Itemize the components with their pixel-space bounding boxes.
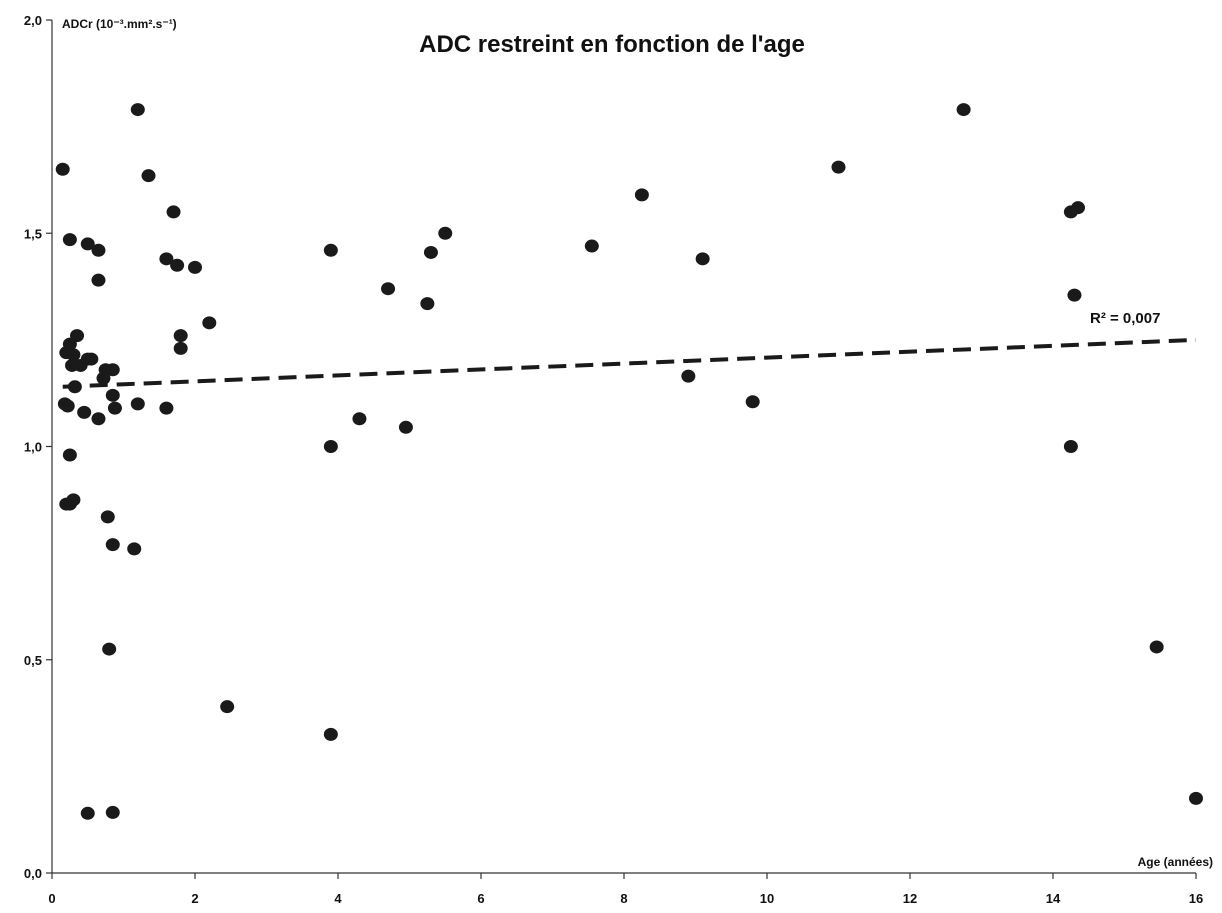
data-point: [323, 440, 338, 453]
data-point: [62, 448, 77, 462]
data-point: [80, 806, 95, 820]
data-point: [100, 510, 115, 524]
data-point: [420, 297, 435, 311]
data-point: [438, 226, 453, 240]
data-point: [323, 243, 338, 257]
data-point: [398, 420, 413, 434]
data-point: [381, 282, 396, 296]
x-tick-label: 10: [760, 891, 774, 906]
x-tick-label: 14: [1046, 891, 1061, 906]
data-point: [159, 401, 174, 415]
data-point: [681, 369, 696, 383]
x-tick-label: 6: [477, 891, 484, 906]
data-point: [159, 252, 174, 266]
data-point: [77, 405, 92, 419]
trendline: [62, 337, 1197, 389]
data-point: [745, 395, 760, 409]
data-points: [55, 103, 1203, 820]
data-point: [170, 258, 185, 272]
x-tick-label: 16: [1189, 891, 1203, 906]
data-point: [1189, 791, 1203, 805]
data-point: [105, 388, 120, 402]
data-point: [127, 542, 142, 556]
data-point: [1149, 640, 1164, 654]
data-point: [130, 397, 145, 411]
x-axis-label: Age (années): [1138, 855, 1213, 869]
x-tick-label: 2: [191, 891, 198, 906]
data-point: [62, 233, 77, 247]
data-point: [831, 160, 846, 174]
data-point: [423, 245, 438, 259]
data-point: [188, 260, 202, 274]
data-point: [105, 805, 120, 819]
data-point: [91, 412, 106, 426]
y-tick-label: 1,0: [24, 440, 42, 455]
data-point: [695, 252, 710, 266]
y-tick-label: 1,5: [24, 226, 42, 241]
data-point: [634, 188, 649, 202]
y-axis-label: ADCr (10⁻³.mm².s⁻¹): [62, 17, 177, 31]
data-point: [956, 103, 971, 117]
x-tick-label: 12: [903, 891, 917, 906]
y-tick-label: 0,5: [24, 653, 42, 668]
x-tick-label: 0: [48, 891, 55, 906]
chart-title: ADC restreint en fonction de l'age: [419, 31, 805, 58]
data-point: [60, 399, 75, 413]
data-point: [105, 538, 120, 552]
data-point: [166, 205, 181, 219]
data-point: [173, 341, 188, 355]
x-tick-label: 8: [620, 891, 627, 906]
data-point: [84, 352, 99, 366]
data-point: [102, 642, 117, 656]
data-point: [66, 348, 81, 362]
data-point: [80, 237, 95, 251]
data-point: [352, 412, 367, 426]
data-point: [66, 493, 81, 507]
data-point: [67, 380, 82, 394]
x-ticks: 0 2 4 6 8 10 12 14 16: [48, 873, 1203, 906]
data-point: [220, 700, 235, 714]
x-tick-label: 4: [334, 891, 342, 906]
data-point: [91, 273, 106, 287]
data-point: [55, 162, 70, 176]
y-tick-label: 2,0: [24, 13, 42, 28]
data-point: [105, 363, 120, 377]
data-point: [70, 329, 85, 343]
data-point: [107, 401, 122, 415]
y-tick-label: 0,0: [24, 866, 42, 881]
y-ticks: 0,0 0,5 1,0 1,5 2,0: [24, 13, 52, 881]
data-point: [584, 239, 599, 253]
data-point: [91, 243, 106, 257]
data-point: [1067, 288, 1082, 302]
data-point: [1071, 201, 1086, 215]
data-point: [323, 727, 338, 741]
data-point: [1063, 440, 1078, 453]
data-point: [130, 103, 145, 117]
r-squared-label: R² = 0,007: [1090, 310, 1160, 327]
data-point: [141, 169, 156, 183]
data-point: [173, 329, 188, 343]
data-point: [202, 316, 217, 330]
